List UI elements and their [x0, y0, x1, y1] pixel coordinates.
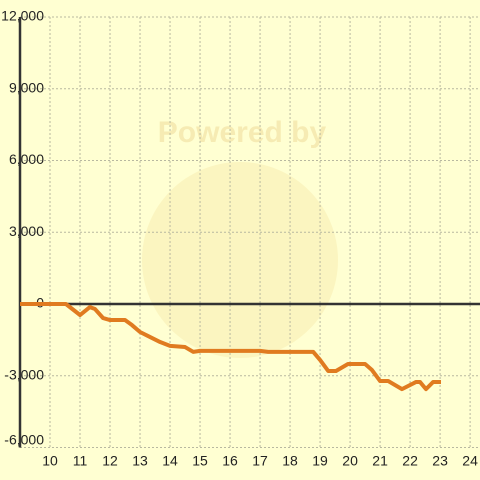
watermark-logo — [142, 162, 338, 358]
x-tick-label: 16 — [222, 453, 238, 469]
y-tick-label: -6,000 — [4, 432, 44, 448]
y-tick-label: 9,000 — [9, 79, 44, 95]
data-line — [20, 302, 441, 392]
x-tick-label: 12 — [102, 453, 118, 469]
x-tick-label: 18 — [282, 453, 298, 469]
x-tick-label: 20 — [342, 453, 358, 469]
x-tick-label: 19 — [312, 453, 328, 469]
y-tick-label: 6,000 — [9, 151, 44, 167]
x-tick-label: 11 — [73, 453, 88, 469]
x-tick-label: 13 — [132, 453, 148, 469]
x-tick-label: 23 — [432, 453, 448, 469]
x-tick-label: 14 — [162, 453, 178, 469]
x-tick-label: 24 — [462, 453, 478, 469]
y-tick-label: -3,000 — [4, 366, 44, 382]
x-tick-label: 21 — [372, 453, 388, 469]
x-tick-label: 22 — [402, 453, 418, 469]
x-tick-label: 10 — [42, 453, 58, 469]
x-tick-label: 17 — [252, 453, 268, 469]
x-tick-label: 15 — [192, 453, 208, 469]
y-tick-label: 3,000 — [9, 223, 44, 239]
watermark: Powered by — [158, 116, 327, 149]
y-tick-label: 12,000 — [1, 8, 44, 24]
